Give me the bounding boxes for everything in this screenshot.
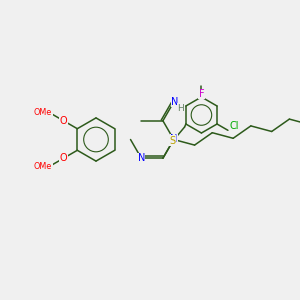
Text: S: S <box>170 136 176 146</box>
Text: N: N <box>138 153 145 163</box>
Text: H: H <box>177 104 184 113</box>
Text: O: O <box>60 153 68 163</box>
Text: F: F <box>199 89 204 99</box>
Text: N: N <box>171 97 179 107</box>
Text: N: N <box>170 134 177 145</box>
Text: Cl: Cl <box>230 121 239 131</box>
Text: OMe: OMe <box>34 108 52 117</box>
Text: OMe: OMe <box>34 162 52 171</box>
Text: O: O <box>60 116 68 126</box>
